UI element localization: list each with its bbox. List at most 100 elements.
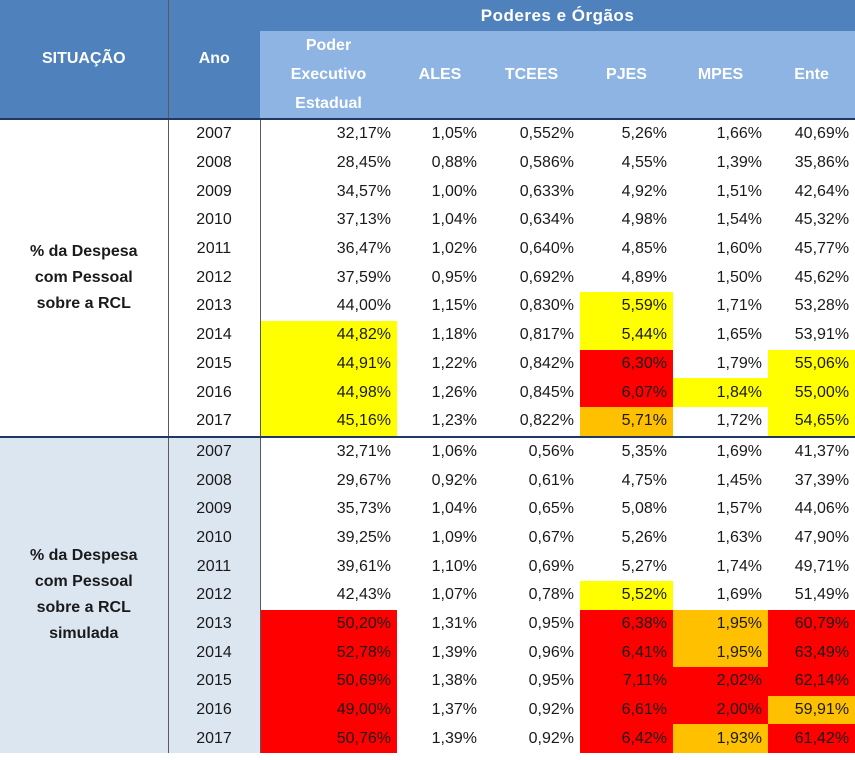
year-cell: 2011 bbox=[168, 552, 260, 581]
value-cell: 6,07% bbox=[580, 378, 673, 407]
value-cell: 2,00% bbox=[673, 695, 768, 725]
table-row: % da Despesa com Pessoal sobre a RCL 2007… bbox=[0, 118, 855, 437]
value-cell: 1,26% bbox=[431, 383, 477, 401]
value-cell: 1,79% bbox=[716, 354, 762, 372]
value-cell: 49,71% bbox=[768, 552, 855, 581]
value-cell: 1,37% bbox=[397, 695, 483, 725]
value-cell: 5,35% bbox=[580, 435, 673, 467]
value-cell: 6,42% bbox=[580, 724, 673, 754]
situacao-label: % da Despesa com Pessoal sobre a RCL sim… bbox=[0, 435, 169, 754]
value-cell: 1,39% bbox=[716, 154, 762, 172]
value-cell: 0,822% bbox=[519, 412, 574, 430]
value-cell: 0,640% bbox=[519, 240, 574, 258]
situacao-label: % da Despesa com Pessoal sobre a RCL bbox=[0, 118, 169, 437]
value-cell: 28,45% bbox=[259, 148, 397, 178]
value-cell: 0,633% bbox=[519, 182, 574, 200]
value-cell: 1,04% bbox=[397, 494, 483, 524]
value-cell: 37,13% bbox=[259, 206, 397, 235]
value-cell: 0,78% bbox=[483, 581, 580, 610]
value-cell: 5,71% bbox=[580, 406, 673, 437]
year-cell: 2009 bbox=[168, 494, 260, 524]
value-cell: 2,02% bbox=[673, 667, 768, 696]
value-cell: 0,830% bbox=[519, 297, 574, 315]
value-cell: 36,47% bbox=[259, 234, 397, 264]
value-cell: 5,26% bbox=[580, 118, 673, 149]
value-cell: 0,95% bbox=[483, 667, 580, 696]
value-cell: 42,64% bbox=[794, 182, 850, 200]
value-cell: 1,69% bbox=[673, 581, 768, 610]
year-cell: 2017 bbox=[168, 724, 260, 754]
table-row: 2017 45,16% 1,23% 0,822% 5,71% 1,72% 54,65% bbox=[0, 406, 855, 437]
value-cell: 0,56% bbox=[483, 435, 580, 467]
table-row: 2011 36,47% 1,02% 0,640% 4,85% 1,60% 45,77% bbox=[0, 234, 855, 264]
value-cell: 1,54% bbox=[716, 211, 762, 229]
table-row: 2015 50,69% 1,38% 0,95% 7,11% 2,02% 62,14% bbox=[0, 667, 855, 696]
value-cell: 1,66% bbox=[673, 118, 768, 149]
value-cell: 1,04% bbox=[431, 211, 477, 229]
value-cell: 49,00% bbox=[259, 695, 397, 725]
year-cell: 2014 bbox=[168, 638, 260, 668]
value-cell: 50,69% bbox=[259, 667, 397, 696]
table-row: 2016 44,98% 1,26% 0,845% 6,07% 1,84% 55,00% bbox=[0, 378, 855, 407]
value-cell: 45,62% bbox=[794, 268, 850, 286]
value-cell: 0,845% bbox=[519, 383, 574, 401]
value-cell: 29,67% bbox=[259, 466, 397, 495]
value-cell: 50,20% bbox=[259, 609, 397, 639]
value-cell: 32,17% bbox=[259, 118, 397, 149]
value-cell: 1,72% bbox=[716, 412, 762, 430]
value-cell: 1,02% bbox=[431, 240, 477, 258]
value-cell: 1,05% bbox=[397, 118, 483, 149]
table-row: 2014 44,82% 1,18% 0,817% 5,44% 1,65% 53,91% bbox=[0, 320, 855, 350]
value-cell: 6,30% bbox=[580, 349, 673, 379]
value-cell: 60,79% bbox=[768, 609, 855, 639]
year-cell: 2009 bbox=[168, 177, 260, 207]
year-cell: 2008 bbox=[168, 148, 260, 178]
table-row: 2015 44,91% 1,22% 0,842% 6,30% 1,79% 55,06% bbox=[0, 349, 855, 379]
value-cell: 1,51% bbox=[716, 182, 762, 200]
value-cell: 1,95% bbox=[673, 638, 768, 668]
table-row: 2009 35,73% 1,04% 0,65% 5,08% 1,57% 44,06% bbox=[0, 494, 855, 524]
year-cell: 2013 bbox=[168, 292, 260, 321]
value-cell: 1,31% bbox=[397, 609, 483, 639]
value-cell: 34,57% bbox=[259, 177, 397, 207]
value-cell: 5,27% bbox=[580, 552, 673, 581]
table-row: 2012 37,59% 0,95% 0,692% 4,89% 1,50% 45,62% bbox=[0, 263, 855, 293]
value-cell: 1,07% bbox=[397, 581, 483, 610]
value-cell: 1,15% bbox=[431, 297, 477, 315]
value-cell: 1,18% bbox=[431, 326, 477, 344]
value-cell: 50,76% bbox=[259, 724, 397, 754]
table-row: 2012 42,43% 1,07% 0,78% 5,52% 1,69% 51,49% bbox=[0, 581, 855, 610]
table-row: 2008 29,67% 0,92% 0,61% 4,75% 1,45% 37,39% bbox=[0, 466, 855, 495]
year-cell: 2012 bbox=[168, 263, 260, 293]
year-cell: 2011 bbox=[168, 234, 260, 264]
table-row: 2008 28,45% 0,88% 0,586% 4,55% 1,39% 35,86% bbox=[0, 148, 855, 178]
value-cell: 1,60% bbox=[716, 240, 762, 258]
value-cell: 35,73% bbox=[259, 494, 397, 524]
value-cell: 1,06% bbox=[397, 435, 483, 467]
value-cell: 7,11% bbox=[580, 667, 673, 696]
table-row: 2014 52,78% 1,39% 0,96% 6,41% 1,95% 63,49% bbox=[0, 638, 855, 668]
value-cell: 53,28% bbox=[794, 297, 850, 315]
value-cell: 5,44% bbox=[580, 320, 673, 350]
value-cell: 1,38% bbox=[397, 667, 483, 696]
value-cell: 1,69% bbox=[673, 435, 768, 467]
value-cell: 0,65% bbox=[483, 494, 580, 524]
value-cell: 0,552% bbox=[483, 118, 580, 149]
value-cell: 45,16% bbox=[259, 406, 397, 437]
header-poderes-orgaos: Poderes e Órgãos bbox=[260, 0, 855, 31]
value-cell: 1,10% bbox=[397, 552, 483, 581]
value-cell: 62,14% bbox=[768, 667, 855, 696]
value-cell: 1,84% bbox=[673, 378, 768, 407]
value-cell: 0,842% bbox=[519, 354, 574, 372]
value-cell: 0,92% bbox=[483, 695, 580, 725]
table-row: 2011 39,61% 1,10% 0,69% 5,27% 1,74% 49,71% bbox=[0, 552, 855, 581]
value-cell: 39,25% bbox=[259, 523, 397, 553]
value-cell: 5,52% bbox=[580, 581, 673, 610]
header-col-ales: ALES bbox=[397, 31, 483, 119]
value-cell: 0,95% bbox=[483, 609, 580, 639]
value-cell: 4,55% bbox=[621, 154, 667, 172]
header-col-executivo: Poder Executivo Estadual bbox=[260, 31, 397, 119]
year-cell: 2015 bbox=[168, 349, 260, 379]
year-cell: 2007 bbox=[168, 435, 260, 467]
value-cell: 44,06% bbox=[768, 494, 855, 524]
